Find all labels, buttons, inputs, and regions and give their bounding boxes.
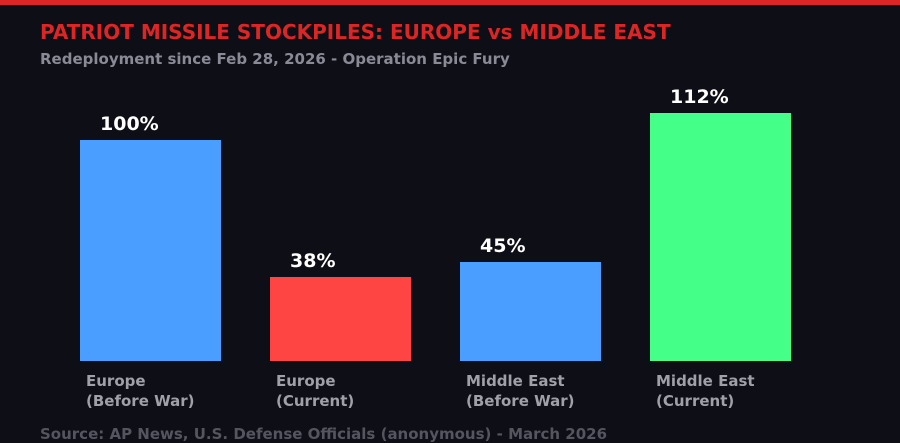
category-label: Middle East (Before War) — [466, 371, 574, 411]
category-label-line2: (Current) — [276, 392, 355, 410]
bar — [270, 277, 411, 361]
category-label-line1: Europe — [276, 372, 336, 390]
category-label-line1: Middle East — [656, 372, 755, 390]
bar-value-label: 112% — [670, 86, 729, 108]
bar-value-label: 100% — [100, 113, 159, 135]
top-accent-bar — [0, 0, 900, 5]
bar — [460, 262, 601, 361]
category-label-line2: (Before War) — [86, 392, 195, 410]
category-label: Europe (Before War) — [86, 371, 194, 411]
category-label: Europe (Current) — [276, 371, 354, 411]
category-label-line1: Middle East — [466, 372, 565, 390]
category-label: Middle East (Current) — [656, 371, 755, 411]
bar-value-label: 38% — [290, 250, 336, 272]
category-label-line2: (Current) — [656, 392, 735, 410]
bar — [80, 140, 221, 361]
chart-title: PATRIOT MISSILE STOCKPILES: EUROPE vs MI… — [40, 20, 671, 44]
bar — [650, 113, 791, 361]
source-note: Source: AP News, U.S. Defense Officials … — [40, 425, 608, 443]
category-label-line2: (Before War) — [466, 392, 575, 410]
chart-subtitle: Redeployment since Feb 28, 2026 - Operat… — [40, 50, 510, 68]
category-label-line1: Europe — [86, 372, 146, 390]
bar-value-label: 45% — [480, 235, 526, 257]
